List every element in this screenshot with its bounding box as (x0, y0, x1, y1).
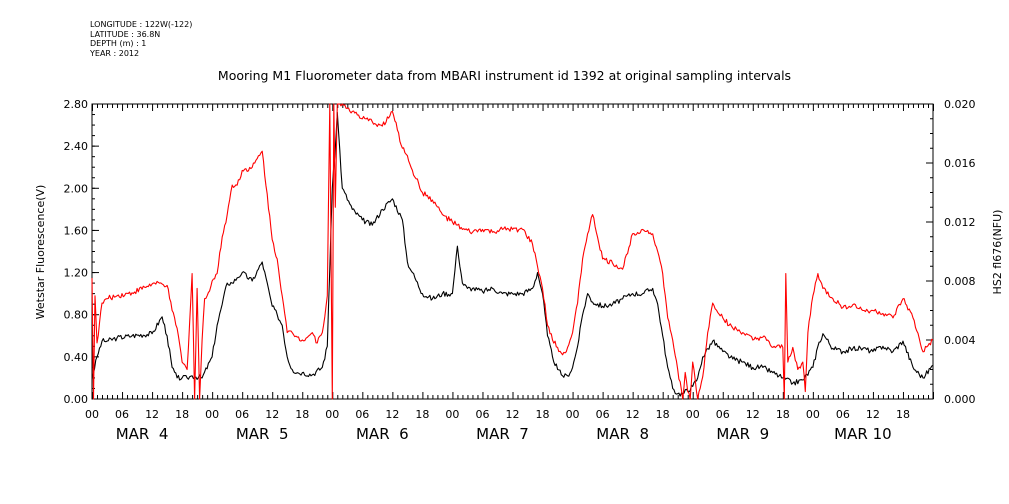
day-label: MAR 7 (476, 425, 529, 443)
x-tick-label: 06 (355, 408, 369, 421)
chart-title: Mooring M1 Fluorometer data from MBARI i… (217, 68, 792, 83)
x-tick-label: 18 (896, 408, 910, 421)
x-tick-label: 12 (866, 408, 880, 421)
x-tick-label: 06 (836, 408, 850, 421)
x-tick-label: 12 (626, 408, 640, 421)
x-tick-label: 12 (145, 408, 159, 421)
depth-label: DEPTH (m) : 1 (90, 39, 147, 48)
day-label: MAR 10 (834, 425, 891, 443)
y-tick-label: 2.00 (64, 182, 89, 195)
y2-tick-label: 0.016 (944, 157, 976, 170)
latitude-label: LATITUDE : 36.8N (90, 29, 161, 39)
x-tick-label: 00 (325, 408, 339, 421)
x-tick-label: 06 (235, 408, 249, 421)
x-tick-label: 00 (686, 408, 700, 421)
x-tick-label: 18 (536, 408, 550, 421)
day-label: MAR 4 (116, 425, 169, 443)
day-label: MAR 6 (356, 425, 409, 443)
x-tick-label: 12 (385, 408, 399, 421)
x-tick-label: 06 (115, 408, 129, 421)
series-line-hs2-fl676 (91, 103, 934, 400)
day-label: MAR 9 (716, 425, 769, 443)
x-tick-label: 12 (746, 408, 760, 421)
series-group (91, 103, 934, 400)
y-tick-label: 0.40 (64, 351, 89, 364)
x-tick-label: 00 (205, 408, 219, 421)
x-tick-label: 12 (265, 408, 279, 421)
x-tick-label: 06 (716, 408, 730, 421)
y2-tick-label: 0.004 (944, 334, 976, 347)
x-tick-label: 00 (445, 408, 459, 421)
y-tick-label: 2.80 (64, 98, 89, 111)
x-tick-label: 06 (596, 408, 610, 421)
y-axis-label: Wetstar Fluorescence(V) (34, 185, 47, 320)
y-tick-label: 0.80 (64, 309, 89, 322)
x-tick-label: 12 (506, 408, 520, 421)
year-label: YEAR : 2012 (90, 48, 140, 58)
x-tick-label: 18 (175, 408, 189, 421)
y2-tick-label: 0.012 (944, 216, 976, 229)
day-label: MAR 8 (596, 425, 649, 443)
x-tick-label: 00 (85, 408, 99, 421)
y-tick-label: 0.00 (64, 393, 89, 406)
x-tick-label: 00 (806, 408, 820, 421)
x-tick-label: 18 (776, 408, 790, 421)
x-tick-label: 18 (415, 408, 429, 421)
series-line-wetstar (91, 111, 934, 397)
y2-tick-label: 0.020 (944, 98, 976, 111)
day-label: MAR 5 (236, 425, 289, 443)
y2-tick-label: 0.000 (944, 393, 976, 406)
y2-axis-label: HS2 fl676(NFU) (991, 210, 1004, 295)
y-tick-label: 1.20 (64, 267, 89, 280)
y-tick-label: 1.60 (64, 224, 89, 237)
axes-group: 00 06 12 18 00 06 12 18 00 06 12 18 00 06 12 18 00 06 12 18… (64, 98, 976, 443)
x-tick-label: 00 (566, 408, 580, 421)
x-tick-label: 06 (475, 408, 489, 421)
x-tick-label: 18 (295, 408, 309, 421)
longitude-label: LONGITUDE : 122W(-122) (90, 20, 193, 29)
y2-tick-label: 0.008 (944, 275, 976, 288)
y-tick-label: 2.40 (64, 140, 89, 153)
metadata-block: LONGITUDE : 122W(-122) LATITUDE : 36.8N … (90, 20, 192, 58)
x-tick-label: 18 (656, 408, 670, 421)
